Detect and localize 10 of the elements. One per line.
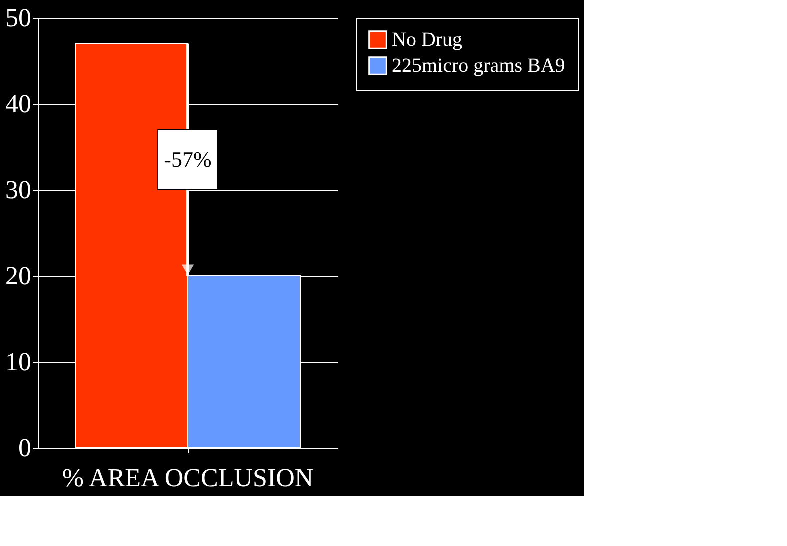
x-tick-label: % AREA OCCLUSION (62, 464, 314, 492)
annotation: -57% (164, 146, 212, 172)
y-tick-label: 40 (6, 90, 32, 118)
y-tick-label: 10 (6, 348, 32, 376)
legend-label: No Drug (392, 29, 463, 51)
y-tick-label: 30 (6, 176, 32, 204)
legend-label: 225micro grams BA9 (392, 55, 566, 77)
y-tick-label: 20 (6, 262, 32, 290)
y-tick-label: 0 (18, 434, 32, 462)
y-tick-label: 50 (6, 4, 32, 32)
